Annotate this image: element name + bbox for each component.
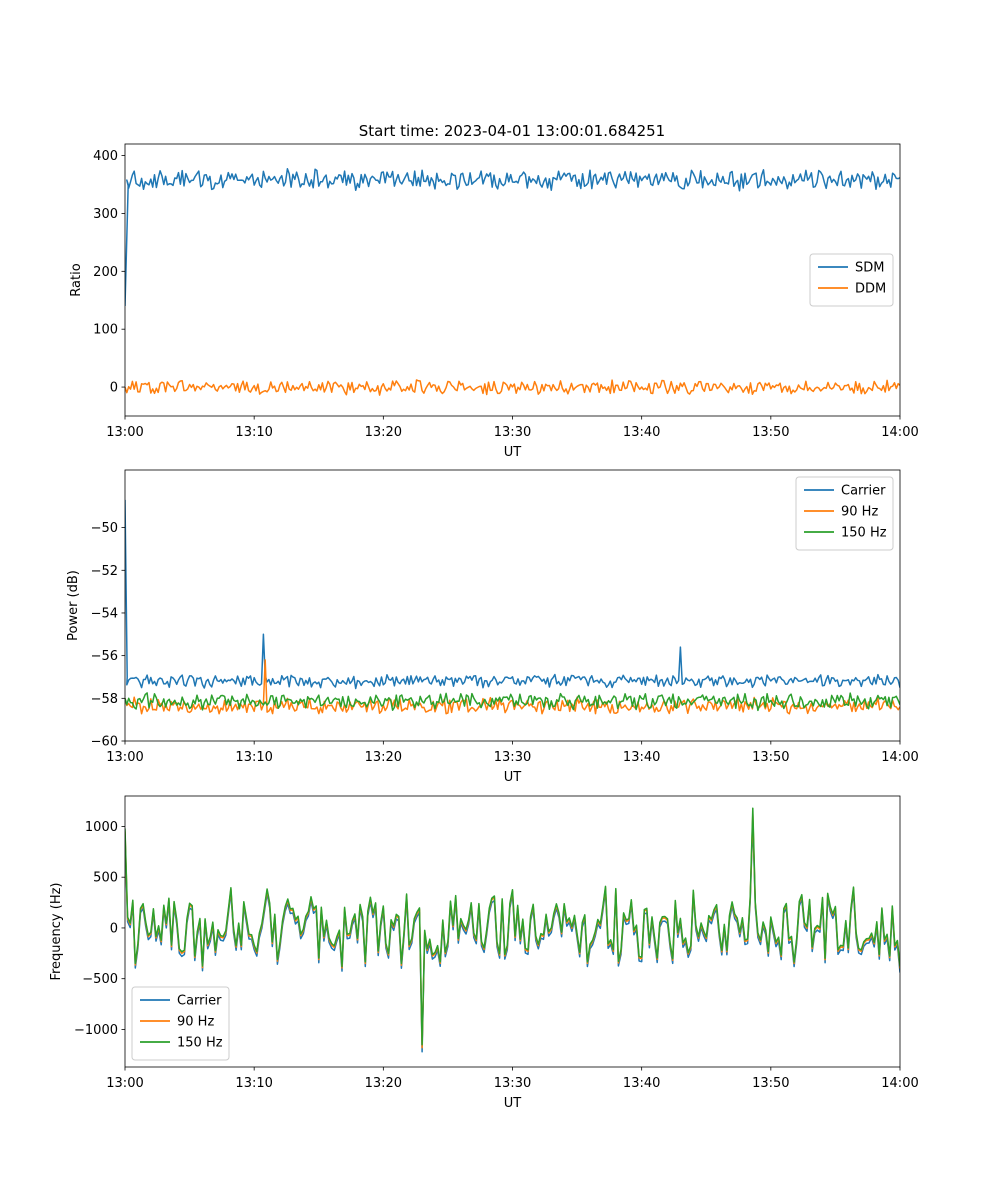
series-line-150-hz	[125, 807, 900, 1046]
series-line-90-hz	[125, 813, 900, 1049]
series-line-carrier	[125, 499, 900, 690]
x-tick-label: 13:40	[623, 425, 660, 440]
x-tick-label: 13:40	[623, 1076, 660, 1091]
y-axis-label: Frequency (Hz)	[49, 882, 64, 980]
x-tick-label: 13:50	[752, 425, 789, 440]
panels: 13:00 13:10 13:20 13:30 13:40 13:50 14:00 UT 0 10…	[49, 143, 919, 1111]
x-tick-label: 13:20	[365, 425, 402, 440]
y-tick-label: −52	[91, 564, 118, 579]
y-tick-label: 0	[110, 921, 118, 936]
x-tick-label: 13:30	[494, 750, 531, 765]
series-line-150-hz	[125, 692, 900, 712]
series-line-ddm	[125, 379, 900, 396]
y-tick-label: −1000	[74, 1023, 118, 1038]
y-tick-label: 500	[93, 871, 118, 886]
x-tick-label: 13:00	[106, 425, 143, 440]
legend-label: SDM	[855, 261, 884, 276]
legend-label: 90 Hz	[841, 505, 878, 520]
x-tick-label: 13:40	[623, 750, 660, 765]
y-tick-label: 1000	[85, 820, 118, 835]
legend-label: Carrier	[177, 994, 222, 1009]
y-tick-label: 200	[93, 265, 118, 280]
legend-label: DDM	[855, 282, 886, 297]
x-tick-label: 13:10	[235, 425, 272, 440]
x-axis-label: UT	[504, 770, 522, 785]
x-tick-label: 13:10	[235, 1076, 272, 1091]
figure-title: Start time: 2023-04-01 13:00:01.684251	[359, 122, 665, 140]
y-tick-label: 300	[93, 207, 118, 222]
x-tick-label: 13:50	[752, 750, 789, 765]
chart-panel-3: 13:00 13:10 13:20 13:30 13:40 13:50 14:00 UT −10…	[49, 795, 919, 1111]
x-tick-label: 13:20	[365, 1076, 402, 1091]
legend-label: 150 Hz	[841, 526, 887, 541]
y-tick-label: −58	[91, 692, 118, 707]
x-tick-label: 13:00	[106, 1076, 143, 1091]
chart-panel-1: 13:00 13:10 13:20 13:30 13:40 13:50 14:00 UT 0 10…	[69, 143, 919, 460]
y-tick-label: 0	[110, 381, 118, 396]
x-tick-label: 13:20	[365, 750, 402, 765]
legend-label: 150 Hz	[177, 1036, 223, 1051]
y-tick-label: −54	[91, 606, 118, 621]
x-axis-label: UT	[504, 1096, 522, 1111]
y-axis-label: Ratio	[69, 263, 84, 296]
x-tick-label: 13:50	[752, 1076, 789, 1091]
x-tick-label: 13:00	[106, 750, 143, 765]
x-tick-label: 13:30	[494, 425, 531, 440]
series-line-sdm	[125, 168, 900, 307]
legend: Carrier 90 Hz 150 Hz	[131, 986, 230, 1061]
y-tick-label: −50	[91, 521, 118, 536]
chart-panel-2: 13:00 13:10 13:20 13:30 13:40 13:50 14:00 UT −60…	[66, 469, 919, 785]
legend-label: 90 Hz	[177, 1015, 214, 1030]
y-tick-label: 100	[93, 323, 118, 338]
y-tick-label: −56	[91, 649, 118, 664]
legend: Carrier 90 Hz 150 Hz	[795, 476, 894, 551]
y-tick-label: −500	[82, 972, 118, 987]
axes-frame	[124, 795, 901, 1068]
legend: SDM DDM	[809, 253, 894, 307]
axes-frame	[124, 143, 901, 417]
legend-label: Carrier	[841, 484, 886, 499]
x-tick-label: 14:00	[881, 425, 918, 440]
y-tick-label: −60	[91, 735, 118, 750]
x-tick-label: 14:00	[881, 750, 918, 765]
x-tick-label: 13:30	[494, 1076, 531, 1091]
y-tick-label: 400	[93, 149, 118, 164]
x-tick-label: 13:10	[235, 750, 272, 765]
x-tick-label: 14:00	[881, 1076, 918, 1091]
y-axis-label: Power (dB)	[66, 570, 81, 641]
x-axis-label: UT	[504, 445, 522, 460]
